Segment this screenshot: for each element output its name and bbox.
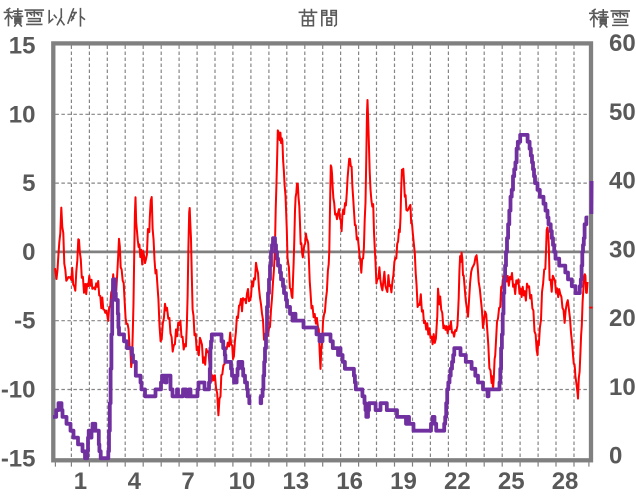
svg-text:7: 7 (181, 468, 194, 495)
svg-text:4: 4 (128, 468, 142, 495)
svg-text:0: 0 (609, 443, 622, 470)
svg-text:25: 25 (498, 468, 525, 495)
svg-text:28: 28 (552, 468, 579, 495)
svg-text:-5: -5 (14, 308, 35, 335)
svg-text:15: 15 (9, 33, 36, 60)
svg-text:30: 30 (609, 236, 636, 263)
svg-text:0: 0 (22, 239, 35, 266)
svg-text:-10: -10 (1, 377, 36, 404)
svg-text:50: 50 (609, 99, 636, 126)
svg-text:20: 20 (609, 305, 636, 332)
svg-text:13: 13 (282, 468, 309, 495)
svg-text:40: 40 (609, 168, 636, 195)
svg-text:5: 5 (22, 170, 35, 197)
svg-text:22: 22 (444, 468, 471, 495)
svg-text:10: 10 (609, 374, 636, 401)
svg-text:10: 10 (9, 101, 36, 128)
svg-text:60: 60 (609, 30, 636, 57)
svg-text:10: 10 (229, 468, 256, 495)
svg-text:1: 1 (74, 468, 87, 495)
svg-text:-15: -15 (1, 445, 36, 472)
svg-text:19: 19 (390, 468, 417, 495)
svg-text:16: 16 (336, 468, 363, 495)
